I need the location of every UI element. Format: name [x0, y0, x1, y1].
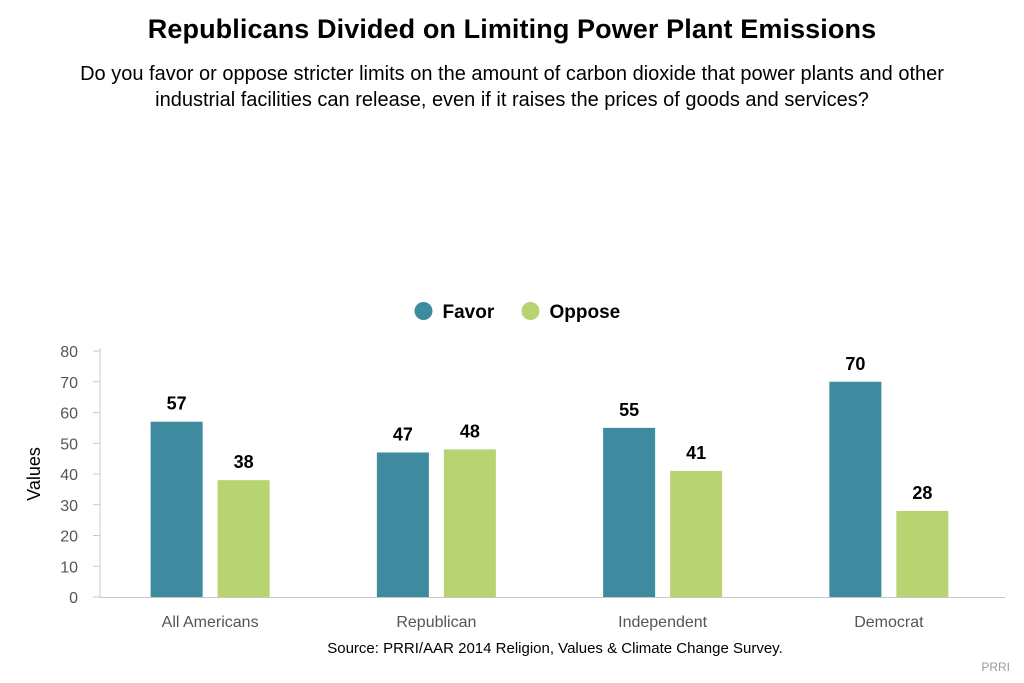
- legend-label-favor: Favor: [443, 302, 495, 323]
- data-label: 70: [845, 354, 865, 374]
- bar-oppose-democrat: [896, 510, 949, 597]
- y-tick-label: 60: [60, 406, 78, 423]
- data-label: 48: [460, 421, 480, 441]
- data-label: 55: [619, 400, 639, 420]
- data-label: 28: [912, 483, 932, 503]
- y-tick-label: 80: [60, 344, 78, 361]
- y-tick-label: 20: [60, 529, 78, 546]
- bar-favor-independent: [603, 427, 656, 597]
- chart-title: Republicans Divided on Limiting Power Pl…: [147, 14, 877, 44]
- y-tick-label: 10: [60, 559, 78, 576]
- x-tick-label: Democrat: [854, 614, 924, 631]
- x-tick-label: Republican: [396, 614, 476, 631]
- bar-oppose-independent: [670, 470, 723, 597]
- bar-labels: 57 38 47 48 55 41 70 28: [167, 354, 933, 503]
- y-tick-label: 40: [60, 467, 78, 484]
- chart-subtitle: Do you favor or oppose stricter limits o…: [80, 63, 944, 111]
- data-label: 38: [234, 452, 254, 472]
- bars: [150, 381, 949, 597]
- bar-favor-republican: [376, 452, 429, 597]
- y-tick-label: 30: [60, 498, 78, 515]
- data-label: 57: [167, 394, 187, 414]
- source-note: Source: PRRI/AAR 2014 Religion, Values &…: [327, 640, 783, 657]
- legend-label-oppose: Oppose: [550, 302, 621, 323]
- y-axis-title: Values: [24, 447, 44, 501]
- y-tick-label: 50: [60, 436, 78, 453]
- y-tick-label: 0: [69, 590, 78, 607]
- legend-marker-favor: [414, 302, 433, 320]
- legend-marker-oppose: [521, 302, 540, 320]
- y-tick-label: 70: [60, 375, 78, 392]
- bar-oppose-all-americans: [217, 480, 270, 597]
- bar-oppose-republican: [443, 449, 496, 597]
- credit-label: PRRI: [981, 660, 1010, 674]
- x-axis: All Americans Republican Independent Democr…: [100, 597, 1005, 631]
- x-tick-label: All Americans: [162, 614, 259, 631]
- bar-favor-democrat: [829, 381, 882, 597]
- data-label: 41: [686, 443, 706, 463]
- bar-favor-all-americans: [150, 421, 203, 597]
- y-axis: 0 10 20 30 40 50 60 70 80 Values: [24, 344, 101, 607]
- legend: Favor Oppose: [414, 302, 621, 323]
- data-label: 47: [393, 424, 413, 444]
- x-tick-label: Independent: [618, 614, 708, 631]
